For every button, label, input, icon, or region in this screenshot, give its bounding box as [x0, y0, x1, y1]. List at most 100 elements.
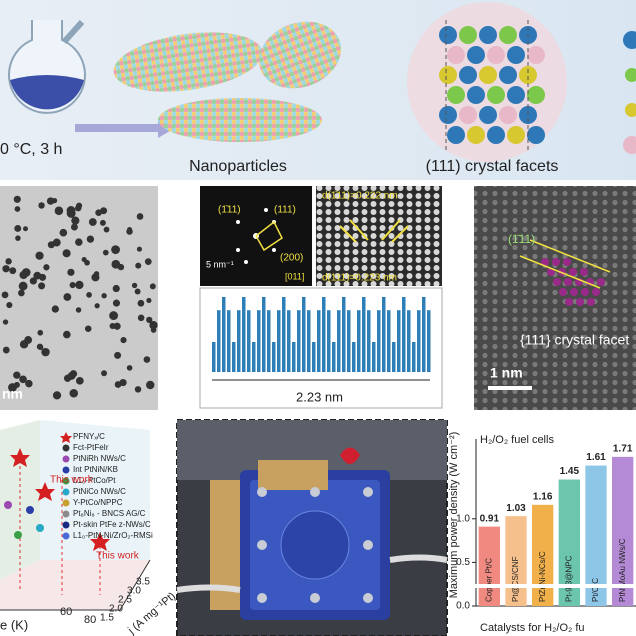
nanoparticles-label: Nanoparticles	[189, 158, 287, 175]
annotation: This work	[96, 551, 140, 562]
profile-bar	[372, 342, 376, 372]
annotation: This work	[50, 475, 94, 486]
particle	[75, 376, 84, 385]
scale-bar	[488, 386, 532, 390]
particle	[47, 241, 55, 249]
atom	[527, 46, 545, 64]
y-tick: 2.0	[109, 604, 123, 615]
particle	[131, 282, 138, 289]
particle	[93, 271, 100, 277]
y-tick: 1.5	[100, 613, 114, 624]
atom	[447, 46, 465, 64]
particle	[149, 283, 156, 290]
profile-bar	[357, 310, 361, 372]
atom	[553, 278, 561, 286]
profile-bar	[402, 297, 406, 372]
atom	[580, 268, 588, 276]
particle	[134, 386, 142, 393]
legend-entry: PFNYₓ/C	[73, 432, 105, 441]
value-label: 1.03	[506, 503, 526, 514]
particle	[36, 343, 44, 350]
atom	[519, 66, 537, 84]
profile-bar	[422, 297, 426, 372]
atom	[447, 126, 465, 144]
particle	[137, 314, 145, 322]
particle	[88, 218, 97, 226]
profile-bar	[302, 297, 306, 372]
atom-key	[623, 31, 636, 154]
atom	[439, 106, 457, 124]
y-label: j (A mg⁻¹Pt)	[125, 590, 178, 636]
legend-entry: Y-PtCo/NPPC	[73, 498, 123, 507]
particle	[102, 249, 109, 256]
particle	[19, 375, 27, 384]
particle	[5, 258, 12, 265]
legend-marker	[62, 499, 70, 507]
profile-bar	[322, 297, 326, 372]
atom	[527, 126, 545, 144]
facet-lines	[519, 239, 611, 289]
profile-bar	[267, 310, 271, 372]
fft-scale: 5 nm⁻¹	[206, 259, 234, 269]
particle	[13, 195, 21, 203]
profile-bar	[417, 310, 421, 372]
d-spacing: d(111)=0.223 nm	[322, 273, 397, 284]
particle	[9, 267, 17, 275]
particle	[101, 370, 108, 377]
particle	[120, 337, 127, 344]
atom	[587, 298, 595, 306]
fft-spots	[236, 208, 283, 264]
atom	[499, 66, 517, 84]
bar	[532, 504, 554, 606]
particle	[143, 356, 151, 363]
d-spacing: d(1̄11)=0.222 nm	[322, 191, 398, 202]
particle	[35, 251, 44, 260]
value-label: 1.71	[613, 443, 633, 454]
profile-bar	[382, 297, 386, 372]
particle	[51, 305, 59, 313]
profile-bar	[327, 310, 331, 372]
particle	[81, 257, 87, 263]
atom	[507, 126, 525, 144]
particle	[135, 262, 142, 269]
particle	[43, 264, 50, 271]
legend-marker	[62, 532, 70, 540]
legend-entry: Pt₈Ni₈ - BNCS AG/C	[73, 509, 146, 518]
x-axis-label: Catalysts for H₂/O₂ fu	[480, 622, 585, 634]
legend-marker	[62, 521, 70, 529]
particle	[149, 321, 158, 330]
bar	[612, 456, 634, 606]
bar-chart: 0.0 0.5 1.0 0.91 Copper Pt/C 1.03 Pt@CS/CNF 1.1…	[456, 439, 636, 612]
atom	[459, 26, 477, 44]
particle	[14, 206, 21, 212]
atom	[479, 106, 497, 124]
legend-entry: Fct-PtFeIr	[73, 443, 109, 452]
profile-bar	[332, 342, 336, 372]
legend-marker	[62, 444, 70, 452]
particle	[99, 219, 106, 226]
particle	[51, 198, 58, 204]
facet-atoms	[541, 258, 605, 306]
crystal	[407, 2, 567, 162]
particle	[112, 284, 120, 293]
atom	[487, 126, 505, 144]
particle	[18, 281, 28, 291]
y-tick: 3.5	[136, 577, 150, 588]
legend-marker	[62, 477, 70, 485]
atom	[459, 66, 477, 84]
tem-scale: nm	[2, 386, 23, 402]
profile-bar	[262, 297, 266, 372]
particle	[136, 246, 142, 252]
atom	[439, 66, 457, 84]
particle	[2, 346, 10, 354]
profile-bar	[257, 310, 261, 372]
atom	[479, 66, 497, 84]
legend-entry: L1₀-PtN-Ni/ZrO₂-RMSi	[73, 531, 153, 540]
legend-entry: PtNiCo NWs/C	[73, 487, 126, 496]
particle	[150, 327, 157, 333]
y-tick-label: 0.5	[456, 557, 470, 568]
particle	[1, 291, 9, 299]
particle	[38, 282, 46, 290]
bar	[505, 516, 527, 606]
particle	[114, 351, 122, 359]
